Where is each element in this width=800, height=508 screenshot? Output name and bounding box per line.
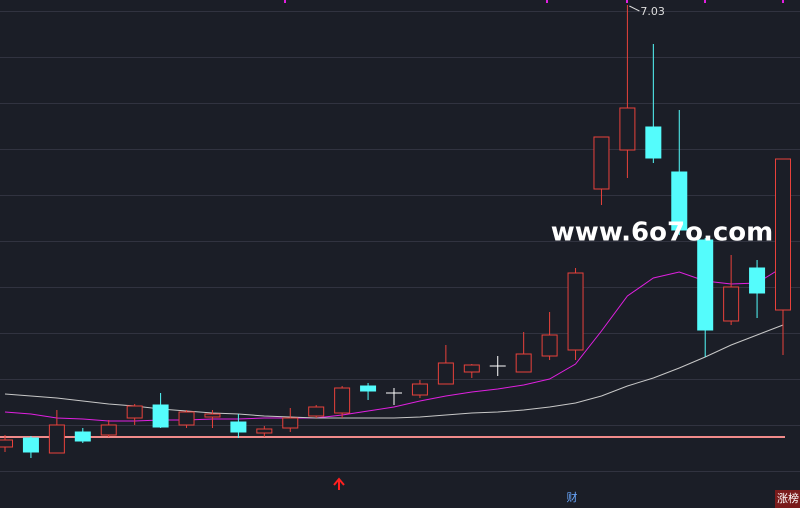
candle-body [567,272,584,351]
candle-body [230,421,247,433]
badge-bg [775,490,800,508]
candle-body [178,411,195,426]
candle-body [463,364,480,373]
candle-body [671,171,688,231]
candle-body [541,334,558,357]
candle-body [256,428,273,434]
high-label: 7.03 [640,5,665,18]
candle-body [334,387,351,414]
candle-body [360,385,377,392]
candle-body [593,136,610,190]
candle-body [74,431,91,442]
candle-body [749,267,766,294]
candle-body [100,424,117,436]
candle-body [515,353,532,373]
candle-body [645,126,662,159]
candle-body [0,439,13,448]
signal-arrow [333,477,345,490]
candle-body [437,362,454,385]
high-pointer [629,5,640,12]
watermark: www.6o7o.com [551,218,773,248]
candle-body [411,383,428,396]
candle-body [126,405,143,419]
candle-body [697,239,714,331]
candle-body [775,158,791,311]
candle-body [282,417,299,429]
badge: 涨榜 [777,491,799,505]
candle-body [308,406,325,417]
candle-body [619,107,636,151]
candle-body [48,424,65,454]
top-ticks [284,0,784,3]
candle-body [22,437,39,453]
candle-body [152,404,169,428]
event-label: 财 [567,490,578,504]
candle-body [723,286,740,322]
candle-body [204,413,221,418]
